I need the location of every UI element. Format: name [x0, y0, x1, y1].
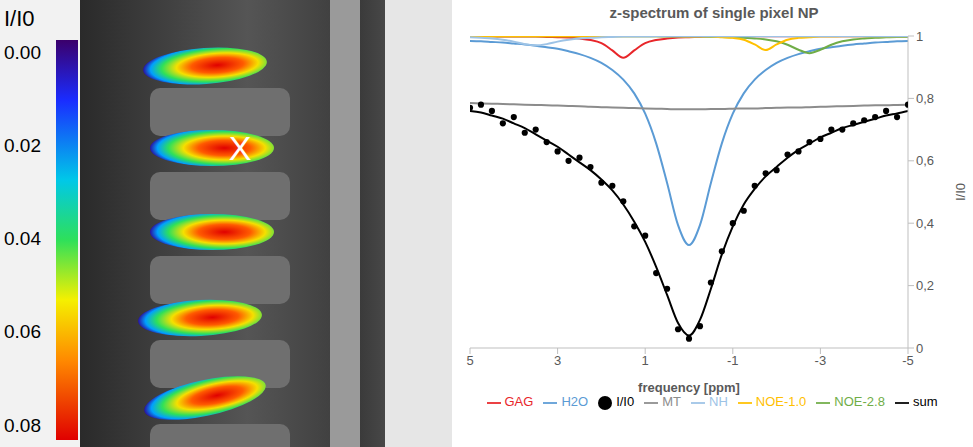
svg-text:0.00: 0.00	[4, 42, 41, 63]
html-text:NOE-1.0: NOE-1.0	[755, 394, 807, 409]
svg-text:I/I0: I/I0	[4, 6, 35, 31]
svg-text:1: 1	[642, 353, 649, 368]
svg-text:0.04: 0.04	[4, 228, 41, 249]
html-text:MT: MT	[662, 394, 681, 409]
svg-text:0,2: 0,2	[916, 278, 934, 293]
svg-text:-5: -5	[902, 353, 914, 368]
html-text:sum: sum	[912, 394, 938, 409]
svg-text:0.02: 0.02	[4, 135, 41, 156]
svg-text:5: 5	[466, 353, 473, 368]
html-text:GAG: GAG	[504, 394, 534, 409]
html-text:I/I0: I/I0	[616, 394, 635, 409]
svg-text:-1: -1	[727, 353, 739, 368]
svg-text:1: 1	[916, 30, 923, 44]
svg-text:0,8: 0,8	[916, 91, 934, 106]
svg-text:0.06: 0.06	[4, 321, 41, 342]
svg-text:3: 3	[554, 353, 561, 368]
svg-text:-3: -3	[815, 353, 827, 368]
html-text:NOE-2.8: NOE-2.8	[834, 394, 885, 409]
svg-text:0,6: 0,6	[916, 153, 934, 168]
html-text:NH: NH	[709, 394, 728, 409]
html-text:H2O: H2O	[561, 394, 589, 409]
svg-text:I/I0: I/I0	[953, 183, 968, 201]
svg-text:0: 0	[916, 341, 923, 356]
svg-text:X: X	[229, 129, 252, 167]
svg-text:0,4: 0,4	[916, 216, 934, 231]
svg-text:frequency [ppm]: frequency [ppm]	[638, 380, 740, 395]
svg-text:0.08: 0.08	[4, 415, 41, 436]
html-text:z-spectrum of single pixel NP: z-spectrum of single pixel NP	[609, 4, 819, 21]
